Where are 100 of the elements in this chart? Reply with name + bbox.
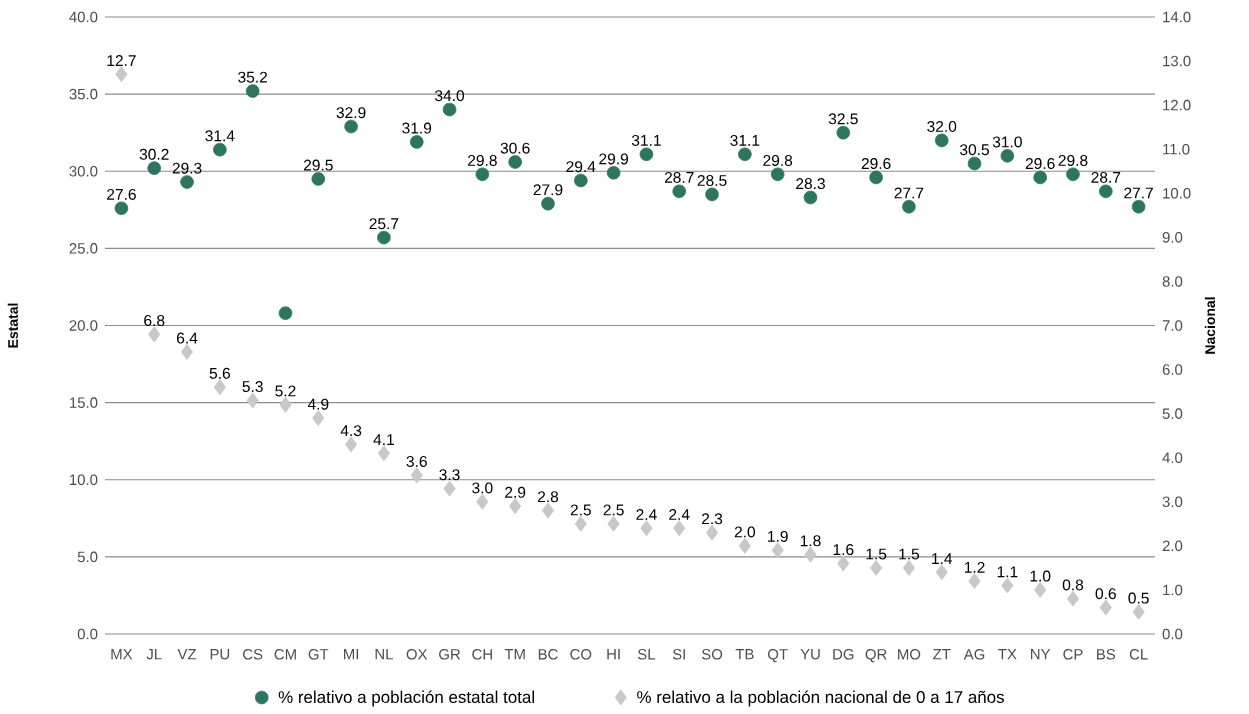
x-tick-label: CO (570, 649, 592, 660)
data-label: 1.2 (964, 561, 985, 573)
point (837, 555, 850, 572)
data-label: 2.5 (570, 504, 591, 516)
x-tick-label: TX (998, 649, 1017, 660)
x-tick-label: NY (1031, 649, 1051, 660)
data-label: 5.2 (275, 385, 296, 397)
y2-tick-label: 3.0 (1162, 496, 1183, 508)
data-label: 30.2 (139, 148, 169, 160)
x-tick-label: CL (1129, 649, 1148, 660)
point (1131, 199, 1146, 214)
point (541, 502, 555, 519)
point (640, 520, 653, 537)
point (147, 161, 161, 175)
y-tick-label: 5.0 (77, 551, 98, 563)
y2-tick-label: 6.0 (1162, 364, 1183, 375)
x-tick-label: CP (1063, 649, 1083, 660)
data-label: 1.5 (866, 548, 887, 560)
y2-tick-label: 5.0 (1162, 408, 1183, 419)
data-label: 1.6 (833, 544, 854, 556)
point (803, 190, 818, 205)
x-tick-label: JL (146, 649, 162, 660)
y-tick-label: 40.0 (69, 11, 98, 23)
data-label: 27.7 (1124, 187, 1153, 199)
data-label: 4.1 (373, 434, 394, 445)
data-label: 2.8 (537, 491, 559, 503)
point (475, 167, 490, 182)
y2-tick-label: 12.0 (1163, 99, 1191, 111)
point (148, 326, 161, 343)
data-label: 0.6 (1095, 588, 1116, 600)
point (311, 172, 326, 186)
y2-tick-label: 14.0 (1163, 11, 1191, 23)
data-label: 2.4 (636, 509, 657, 520)
data-label: 29.6 (861, 158, 891, 170)
y-tick-label: 0.0 (77, 628, 98, 640)
x-tick-label: QT (768, 649, 788, 663)
data-label: 4.3 (340, 425, 362, 437)
point (410, 467, 423, 484)
point (934, 133, 949, 148)
point (509, 498, 522, 515)
point (442, 102, 457, 117)
y2-tick-label: 11.0 (1163, 143, 1190, 155)
y-tick-label: 35.0 (69, 88, 98, 100)
data-label: 3.3 (439, 469, 460, 481)
point (443, 480, 456, 497)
point (836, 125, 851, 140)
x-tick-label: HI (607, 649, 620, 660)
data-label: 2.0 (734, 526, 756, 538)
point (213, 379, 226, 396)
y-tick-label: 25.0 (69, 243, 98, 254)
point (968, 573, 981, 590)
data-label: 27.6 (107, 188, 136, 200)
data-label: 31.1 (631, 134, 661, 146)
y2-axis-title: Nacional (1204, 297, 1216, 354)
x-tick-label: ZT (933, 649, 951, 660)
x-tick-label: SO (701, 649, 723, 660)
data-label: 29.9 (599, 153, 628, 165)
y2-tick-label: 2.0 (1162, 540, 1183, 552)
point (705, 524, 719, 541)
data-label: 29.5 (303, 159, 333, 171)
y2-tick-label: 8.0 (1162, 276, 1183, 287)
point (476, 493, 489, 510)
point (902, 559, 915, 576)
data-label: 6.8 (144, 314, 165, 326)
y2-tick-label: 4.0 (1162, 452, 1183, 464)
data-label: 28.7 (664, 171, 694, 183)
y-tick-label: 30.0 (69, 165, 98, 177)
point (377, 230, 391, 245)
point (1066, 167, 1080, 182)
point (606, 166, 621, 180)
data-label: 2.9 (505, 486, 526, 498)
data-label: 3.6 (406, 455, 427, 467)
x-tick-label: TB (735, 649, 754, 660)
x-tick-label: YU (800, 649, 820, 660)
point (246, 392, 259, 409)
data-label: 4.9 (307, 398, 329, 410)
point (1000, 149, 1015, 163)
data-label: 27.7 (894, 187, 924, 199)
data-label: 31.4 (205, 130, 235, 142)
data-label: 5.6 (209, 367, 230, 379)
point (279, 396, 292, 413)
point (1099, 184, 1113, 199)
y2-tick-label: 13.0 (1163, 55, 1191, 67)
point (770, 167, 785, 182)
point (574, 515, 587, 532)
data-label: 29.6 (1025, 158, 1055, 170)
data-label: 0.8 (1062, 579, 1084, 591)
point (771, 542, 784, 559)
x-tick-label: NL (375, 649, 393, 660)
y-tick-label: 10.0 (70, 474, 98, 486)
data-label: 28.5 (697, 175, 727, 187)
data-label: 29.8 (763, 154, 793, 166)
data-label: 35.2 (238, 71, 267, 83)
y2-tick-label: 1.0 (1163, 584, 1183, 596)
data-label: 29.3 (172, 162, 202, 174)
point (508, 155, 522, 169)
data-label: 29.4 (566, 161, 596, 173)
point (1132, 603, 1145, 620)
point (574, 173, 588, 188)
data-label: 1.8 (800, 535, 821, 547)
